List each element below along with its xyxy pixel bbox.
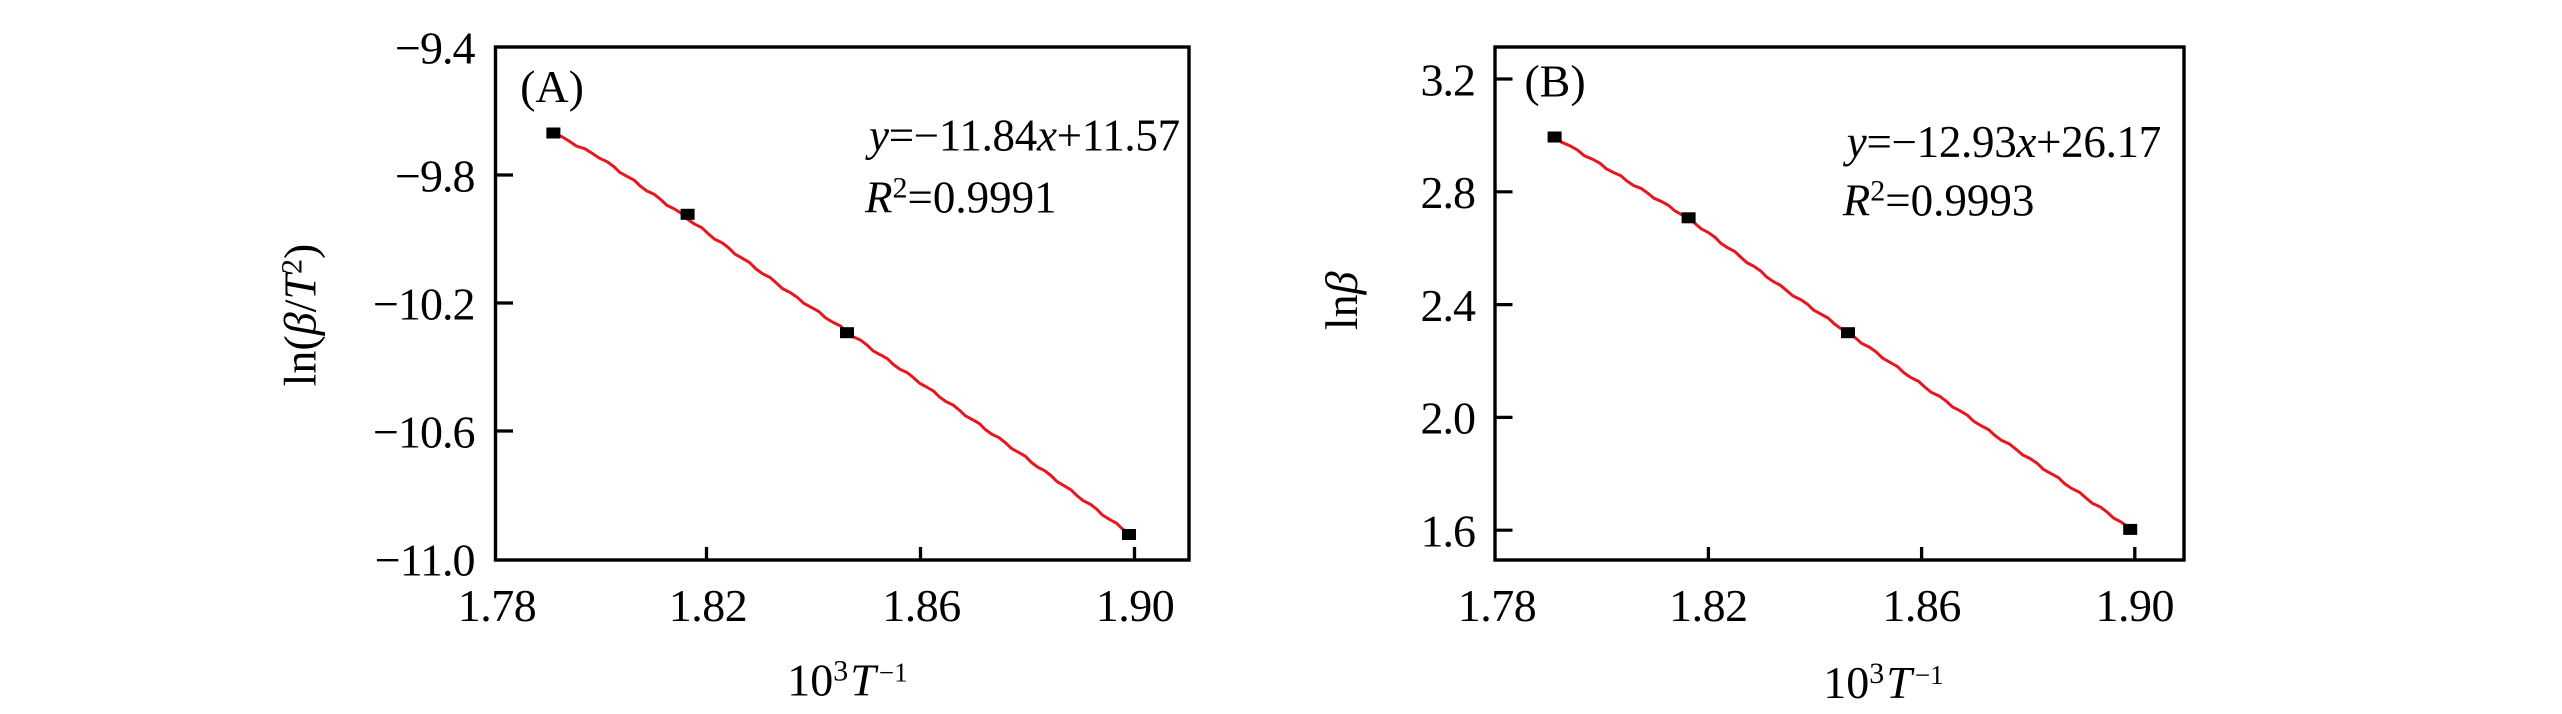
svg-text:1.78: 1.78	[1458, 580, 1537, 631]
svg-text:R2=0.9991: R2=0.9991	[864, 172, 1057, 223]
svg-text:−11.0: −11.0	[375, 534, 475, 585]
svg-text:1.90: 1.90	[2096, 580, 2175, 631]
svg-text:y=−11.84x+11.57: y=−11.84x+11.57	[865, 111, 1180, 161]
svg-text:3.2: 3.2	[1421, 54, 1476, 105]
svg-text:1.86: 1.86	[1882, 580, 1961, 631]
svg-text:1.6: 1.6	[1421, 506, 1476, 557]
svg-text:−9.4: −9.4	[395, 22, 475, 73]
svg-text:1.78: 1.78	[458, 580, 537, 631]
svg-text:2.4: 2.4	[1421, 280, 1477, 331]
svg-text:−10.6: −10.6	[373, 406, 474, 457]
svg-text:ln(β/T2): ln(β/T2)	[274, 244, 325, 387]
svg-text:2.8: 2.8	[1421, 167, 1476, 218]
svg-text:2.0: 2.0	[1421, 393, 1476, 444]
svg-text:y=−12.93x+26.17: y=−12.93x+26.17	[1843, 117, 2161, 167]
svg-text:R2=0.9993: R2=0.9993	[1842, 175, 2035, 226]
svg-text:1.82: 1.82	[1669, 580, 1748, 631]
svg-text:lnβ: lnβ	[1316, 271, 1367, 330]
svg-text:1.82: 1.82	[669, 580, 748, 631]
svg-text:−9.8: −9.8	[395, 150, 474, 201]
svg-text:(A): (A)	[520, 61, 584, 112]
svg-text:−10.2: −10.2	[373, 278, 474, 329]
svg-text:1.90: 1.90	[1096, 580, 1175, 631]
svg-text:(B): (B)	[1524, 56, 1585, 107]
svg-text:1.86: 1.86	[882, 580, 961, 631]
